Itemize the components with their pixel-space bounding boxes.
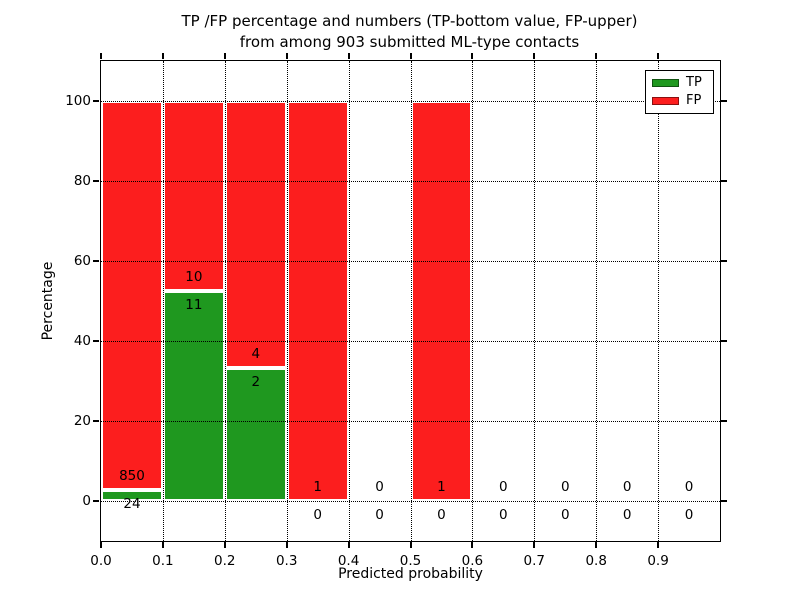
fp-count-label: 0	[622, 479, 632, 495]
gridline-vertical	[472, 61, 474, 541]
x-tick-label: 0.3	[275, 553, 298, 569]
y-tick-left	[93, 100, 99, 102]
tp-count-label: 0	[560, 507, 570, 523]
x-tick-bottom	[657, 542, 660, 548]
fp-count-label: 1	[437, 479, 446, 495]
x-tick-label: 0.7	[523, 553, 546, 569]
plot-area: 850 24 10 11 4 2 1 0 0 0 1 0 0 0 0 0 0 0 0 0 Percentage Pre…	[40, 53, 727, 582]
tp-count-label: 24	[123, 496, 141, 513]
y-tick-right	[721, 500, 727, 502]
y-tick-left	[93, 180, 99, 182]
y-tick-right	[721, 180, 727, 182]
y-tick-right	[721, 100, 727, 102]
tp-count-label: 0	[375, 507, 384, 523]
x-tick-top	[285, 53, 288, 59]
legend-item-tp: TP	[652, 76, 707, 90]
y-tick-label: 20	[73, 413, 91, 429]
x-tick-label: 0.4	[337, 553, 360, 569]
gridline-vertical	[286, 61, 288, 541]
x-tick-bottom	[285, 542, 288, 548]
bar-tp-segment	[101, 490, 163, 501]
chart-title-line2: from among 903 submitted ML-type contact…	[239, 33, 580, 51]
bar-fp-segment	[224, 101, 287, 368]
fp-count-label: 0	[499, 479, 508, 495]
tp-count-label: 0	[437, 507, 446, 523]
x-tick-top	[409, 53, 412, 59]
chart-title-line1: TP /FP percentage and numbers (TP-bottom…	[181, 12, 638, 30]
fp-count-label: 4	[251, 345, 261, 362]
bar-tp-segment	[224, 367, 287, 501]
gridline-vertical	[348, 61, 350, 541]
fp-count-label: 0	[375, 479, 384, 495]
gridline-vertical	[658, 61, 660, 541]
gridline-vertical	[410, 61, 412, 541]
y-tick-left	[93, 420, 99, 422]
legend-item-fp: FP	[652, 92, 707, 108]
tp-count-label: 11	[185, 297, 203, 314]
y-tick-label: 100	[65, 93, 91, 109]
x-tick-top	[471, 53, 474, 59]
x-tick-label: 0.2	[214, 553, 236, 569]
y-tick-right	[721, 260, 727, 262]
y-tick-left	[93, 500, 99, 502]
fp-count-label: 1	[313, 479, 322, 495]
y-tick-right	[721, 420, 727, 422]
x-tick-top	[347, 53, 350, 59]
fp-count-label: 0	[560, 479, 570, 495]
x-axis-title: Predicted probability	[338, 566, 483, 582]
x-tick-bottom	[223, 542, 226, 548]
fp-count-label: 850	[119, 468, 145, 485]
tp-count-label: 0	[684, 507, 694, 523]
x-tick-bottom	[347, 542, 350, 548]
fp-count-label: 0	[684, 479, 694, 495]
y-tick-left	[93, 340, 99, 342]
x-tick-label: 0.6	[461, 553, 484, 569]
tp-count-label: 0	[622, 507, 632, 523]
tp-count-label: 0	[499, 507, 508, 523]
bar-fp-segment	[286, 101, 349, 501]
x-tick-bottom	[409, 542, 412, 548]
gridline-vertical	[534, 61, 536, 541]
tp-count-label: 2	[251, 373, 261, 390]
x-tick-bottom	[595, 542, 598, 548]
x-tick-top	[533, 53, 536, 59]
bar-fp-segment	[101, 101, 163, 491]
gridline-vertical	[162, 61, 164, 541]
legend: TP FP	[645, 70, 714, 114]
fp-count-label: 10	[185, 269, 203, 286]
bar-tp-segment	[162, 291, 225, 501]
y-axis-title: Percentage	[40, 261, 56, 341]
tp-color-swatch	[652, 79, 679, 88]
x-tick-bottom	[161, 542, 164, 548]
x-tick-top	[100, 53, 102, 59]
x-tick-bottom	[533, 542, 536, 548]
x-tick-bottom	[100, 542, 102, 548]
x-tick-label: 0.9	[647, 553, 669, 569]
x-tick-top	[223, 53, 226, 59]
x-tick-bottom	[471, 542, 474, 548]
legend-label-fp: FP	[686, 92, 702, 108]
y-tick-label: 40	[73, 333, 91, 349]
gridline-vertical	[596, 61, 598, 541]
y-tick-label: 0	[82, 493, 91, 509]
bar-fp-segment	[162, 101, 225, 292]
bar-fp-segment	[410, 101, 473, 501]
x-tick-label: 0.5	[399, 553, 422, 569]
x-tick-top	[161, 53, 164, 59]
x-tick-top	[657, 53, 660, 59]
y-tick-left	[93, 260, 99, 262]
fp-color-swatch	[652, 96, 679, 105]
x-tick-label: 0.8	[585, 553, 607, 569]
x-tick-label: 0.1	[152, 553, 174, 569]
chart-title: TP /FP percentage and numbers (TP-bottom…	[100, 11, 719, 53]
gridline-vertical	[224, 61, 226, 541]
y-tick-label: 60	[73, 253, 91, 269]
x-tick-top	[595, 53, 598, 59]
tp-count-label: 0	[313, 507, 322, 523]
legend-label-tp: TP	[686, 75, 702, 91]
y-tick-label: 80	[73, 173, 91, 189]
y-tick-right	[721, 340, 727, 342]
x-tick-label: 0.0	[90, 553, 112, 569]
